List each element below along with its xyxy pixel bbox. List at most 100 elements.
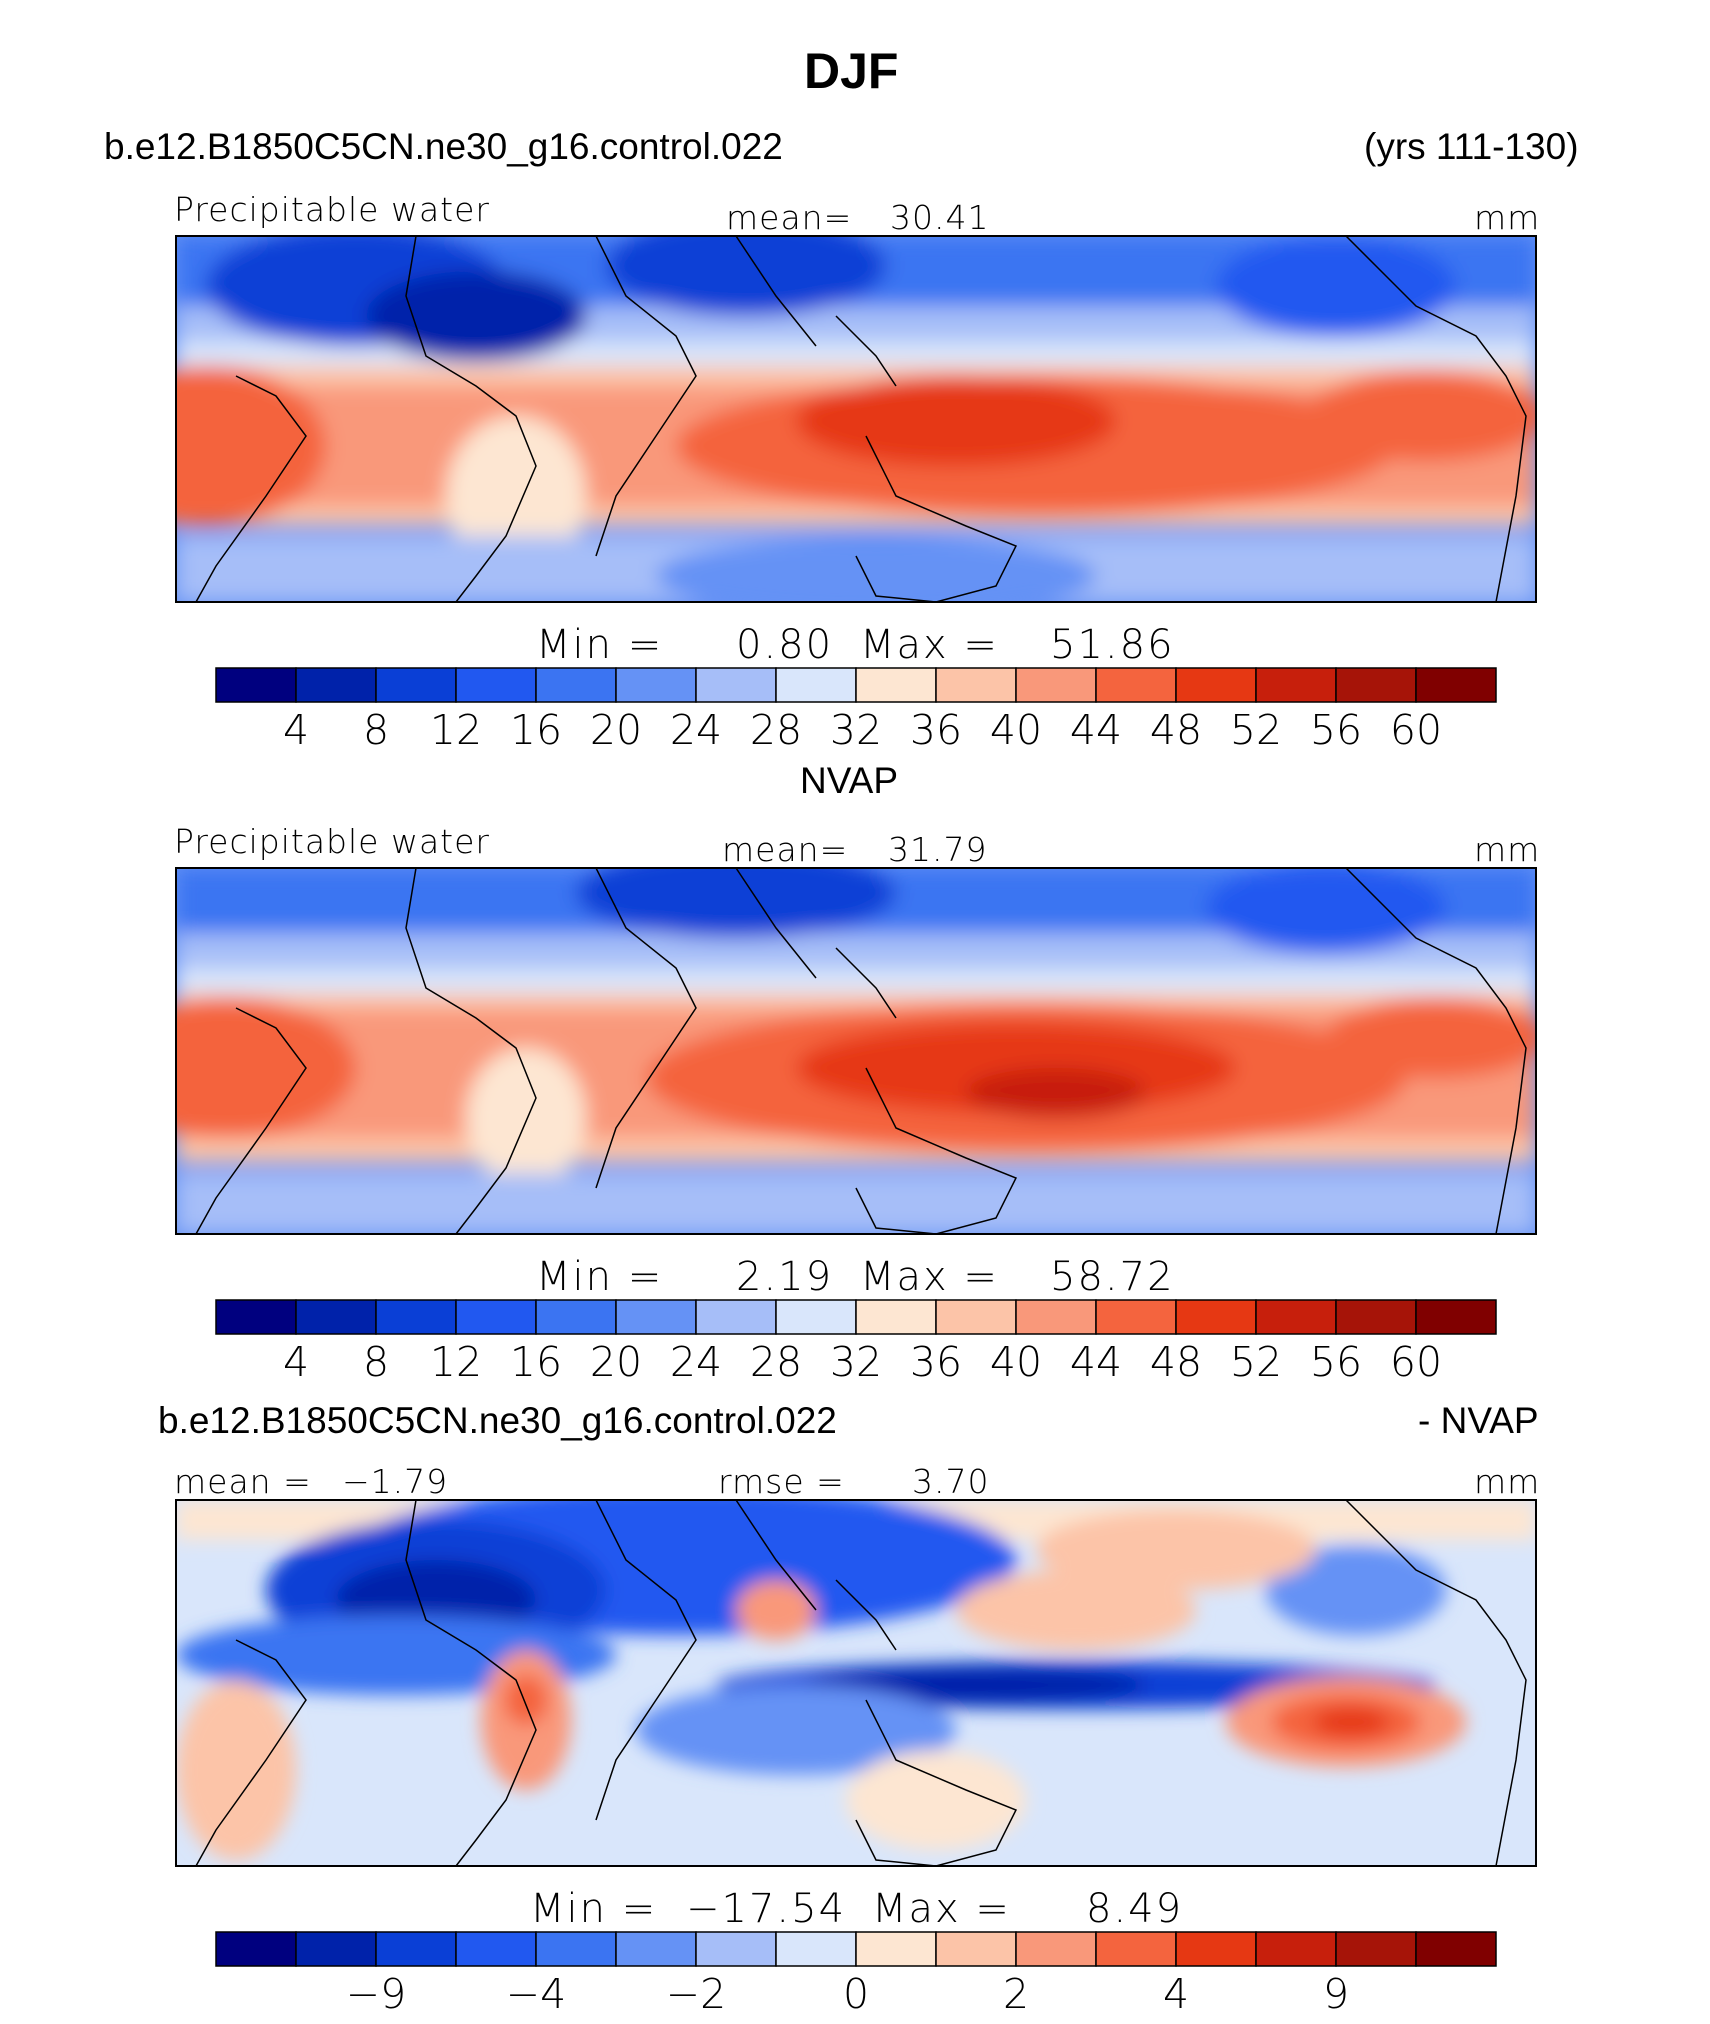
colorbar-swatch [375, 1931, 457, 1967]
colorbar-tick-label: 12 [429, 706, 483, 754]
colorbar-tick-label: 60 [1389, 706, 1443, 754]
colorbar-swatch [295, 1931, 377, 1967]
diff-title-left: b.e12.B1850C5CN.ne30_g16.control.022 [158, 1400, 837, 1441]
colorbar-tick-label: 28 [749, 1338, 803, 1386]
colorbar-tick-label: 52 [1229, 706, 1283, 754]
colorbar-swatch [375, 667, 457, 703]
colorbar-swatch [855, 1299, 937, 1335]
colorbar-tick-label: 24 [669, 706, 723, 754]
colorbar-swatch [1415, 1931, 1497, 1967]
colorbar-tick-label: 4 [1162, 1970, 1190, 2018]
min-label: Min = [536, 1254, 664, 1300]
colorbar-tick-label: 56 [1309, 706, 1363, 754]
colorbar-swatch [935, 667, 1017, 703]
colorbar-tick-label: 12 [429, 1338, 483, 1386]
colorbar-swatch [695, 667, 777, 703]
colorbar-tick-label: 20 [589, 706, 643, 754]
colorbar-tick-label: 2 [1002, 1970, 1030, 2018]
mean-label: mean= [726, 198, 853, 237]
colorbar-tick-label: 9 [1322, 1970, 1350, 2018]
colorbar-tick-label: 0 [842, 1970, 870, 2018]
colorbar-swatch [935, 1299, 1017, 1335]
map-difference [175, 1499, 1537, 1867]
colorbar-swatch [1255, 1931, 1337, 1967]
max-value: 8.49 [1086, 1886, 1184, 1932]
colorbar-swatch [295, 1299, 377, 1335]
obs-subtitle: NVAP [800, 760, 899, 801]
colorbar-swatch [775, 1299, 857, 1335]
colorbar-tick-label: 36 [909, 1338, 963, 1386]
colorbar-tick-label: 44 [1069, 706, 1123, 754]
max-value: 58.72 [1050, 1254, 1175, 1300]
colorbar-swatch [935, 1931, 1017, 1967]
colorbar-swatch [1015, 1931, 1097, 1967]
colorbar-swatch [615, 1931, 697, 1967]
colorbar-tick-label: 4 [282, 1338, 310, 1386]
mean-label: mean= [722, 830, 849, 869]
mean-value: 31.79 [888, 830, 988, 869]
colorbar-swatch [1095, 667, 1177, 703]
colorbar-tick-label: 40 [989, 1338, 1043, 1386]
colorbar-swatch [1175, 1299, 1257, 1335]
rmse-label: rmse = [718, 1462, 845, 1501]
colorbar-swatch [1415, 1299, 1497, 1335]
colorbar-tick-label: 4 [282, 706, 310, 754]
colorbar-model [215, 667, 1497, 703]
colorbar-swatch [1015, 667, 1097, 703]
colorbar-obs [215, 1299, 1497, 1335]
max-value: 51.86 [1050, 622, 1175, 668]
rmse-value: 3.70 [912, 1462, 990, 1501]
diff-title-right: - NVAP [1418, 1400, 1539, 1441]
mean-value: 30.41 [890, 198, 990, 237]
colorbar-difference [215, 1931, 1497, 1967]
colorbar-swatch [215, 667, 297, 703]
colorbar-tick-label: 32 [829, 706, 883, 754]
coastline [195, 236, 1527, 602]
min-label: Min = [530, 1886, 658, 1932]
map-model [175, 235, 1537, 603]
colorbar-swatch [215, 1931, 297, 1967]
units-label: mm [1474, 1462, 1541, 1501]
colorbar-swatch [1335, 1931, 1417, 1967]
colorbar-swatch [775, 1931, 857, 1967]
coastline [195, 1500, 1527, 1866]
min-value: 2.19 [736, 1254, 834, 1300]
min-label: Min = [536, 622, 664, 668]
min-value: −17.54 [686, 1886, 847, 1932]
mean-value: −1.79 [342, 1462, 449, 1501]
colorbar-swatch [775, 667, 857, 703]
colorbar-tick-label: 16 [509, 706, 563, 754]
colorbar-swatch [375, 1299, 457, 1335]
colorbar-swatch [1015, 1299, 1097, 1335]
colorbar-swatch [535, 667, 617, 703]
colorbar-tick-label: 44 [1069, 1338, 1123, 1386]
colorbar-tick-label: −9 [345, 1970, 407, 2018]
colorbar-swatch [1175, 1931, 1257, 1967]
colorbar-swatch [615, 667, 697, 703]
colorbar-swatch [455, 1931, 537, 1967]
colorbar-tick-label: 40 [989, 706, 1043, 754]
colorbar-tick-label: 60 [1389, 1338, 1443, 1386]
coastline [195, 868, 1527, 1234]
colorbar-tick-label: −2 [665, 1970, 727, 2018]
colorbar-tick-label: 8 [362, 706, 390, 754]
colorbar-tick-label: 32 [829, 1338, 883, 1386]
colorbar-swatch [855, 1931, 937, 1967]
colorbar-swatch [1095, 1299, 1177, 1335]
colorbar-swatch [1175, 667, 1257, 703]
colorbar-swatch [1255, 1299, 1337, 1335]
colorbar-swatch [455, 1299, 537, 1335]
colorbar-swatch [1335, 1299, 1417, 1335]
colorbar-swatch [455, 667, 537, 703]
colorbar-tick-label: 36 [909, 706, 963, 754]
colorbar-swatch [295, 667, 377, 703]
colorbar-swatch [1095, 1931, 1177, 1967]
colorbar-tick-label: 28 [749, 706, 803, 754]
plot-title: DJF [804, 43, 899, 99]
max-label: Max = [860, 622, 999, 668]
colorbar-swatch [695, 1931, 777, 1967]
colorbar-tick-label: 24 [669, 1338, 723, 1386]
variable-label: Precipitable water [174, 822, 490, 861]
min-value: 0.80 [736, 622, 834, 668]
colorbar-swatch [1335, 667, 1417, 703]
